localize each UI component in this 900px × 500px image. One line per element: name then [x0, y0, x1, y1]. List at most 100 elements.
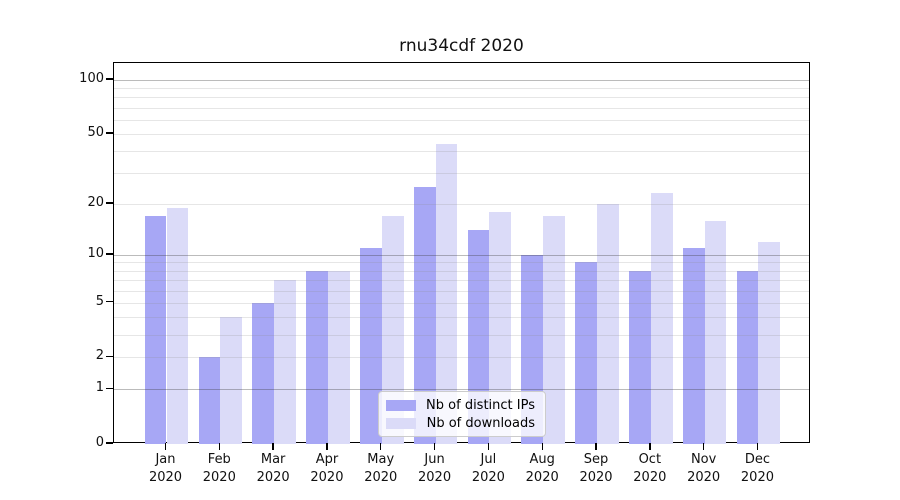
- x-tick-month: May: [367, 452, 395, 467]
- gridline-major: [114, 80, 809, 81]
- x-tick-mark: [595, 443, 597, 450]
- x-tick-year: 2020: [202, 470, 236, 485]
- x-tick-label: Nov 2020: [674, 451, 734, 487]
- bar-jul-distinct-ips: [467, 230, 490, 444]
- bar-apr-distinct-ips: [306, 270, 328, 444]
- bar-jan-downloads: [166, 207, 189, 444]
- x-tick-month: Dec: [744, 452, 771, 467]
- y-tick-mark: [106, 442, 113, 444]
- gridline-minor: [114, 151, 809, 153]
- x-tick-year: 2020: [740, 470, 774, 485]
- bar-mar-downloads: [274, 279, 296, 444]
- y-tick-label: 20: [87, 194, 104, 210]
- y-tick-label: 2: [95, 348, 104, 364]
- bar-jul-downloads: [489, 211, 512, 444]
- bar-dec-distinct-ips: [736, 270, 759, 444]
- x-tick-year: 2020: [471, 470, 505, 485]
- bar-oct-distinct-ips: [629, 270, 651, 444]
- gridline-minor: [114, 119, 809, 121]
- x-tick-year: 2020: [256, 470, 290, 485]
- x-tick-month: Mar: [260, 452, 286, 467]
- x-tick-year: 2020: [525, 470, 559, 485]
- bar-mar-distinct-ips: [252, 302, 275, 444]
- x-tick-year: 2020: [310, 470, 344, 485]
- bar-feb-downloads: [220, 317, 243, 444]
- x-tick-year: 2020: [364, 470, 398, 485]
- x-tick-mark: [541, 443, 543, 450]
- x-tick-month: Jan: [155, 452, 176, 467]
- bar-aug-downloads: [543, 216, 565, 444]
- gridline-minor: [114, 279, 809, 281]
- x-tick-year: 2020: [579, 470, 613, 485]
- x-tick-label: Jun 2020: [405, 451, 465, 487]
- bar-nov-distinct-ips: [682, 248, 705, 444]
- y-tick-label: 100: [79, 71, 104, 86]
- bar-sep-distinct-ips: [575, 262, 598, 444]
- y-tick-label: 1: [95, 380, 104, 396]
- x-tick-month: Oct: [638, 452, 662, 467]
- x-tick-month: Jun: [424, 452, 445, 467]
- y-tick-label: 5: [95, 293, 104, 309]
- y-tick-mark: [106, 387, 113, 390]
- bar-may-downloads: [381, 216, 404, 444]
- bar-apr-downloads: [327, 270, 350, 444]
- y-tick-mark: [106, 78, 113, 80]
- x-tick-label: Jul 2020: [458, 451, 518, 487]
- x-tick-month: Aug: [529, 452, 555, 467]
- gridline-minor: [114, 317, 809, 319]
- gridline-minor: [114, 334, 809, 336]
- legend-item: Nb of distinct IPs: [386, 396, 535, 414]
- x-tick-mark: [272, 443, 274, 450]
- x-tick-label: May 2020: [351, 451, 411, 487]
- bar-jun-distinct-ips: [413, 187, 436, 444]
- bar-jun-downloads: [435, 143, 458, 444]
- x-tick-label: Sep 2020: [566, 451, 626, 487]
- bar-may-distinct-ips: [359, 248, 382, 444]
- bar-feb-distinct-ips: [198, 357, 221, 444]
- legend: Nb of distinct IPs Nb of downloads: [378, 391, 546, 437]
- x-tick-mark: [756, 443, 759, 450]
- x-tick-label: Mar 2020: [243, 451, 303, 487]
- x-tick-mark: [702, 443, 705, 450]
- gridline-minor: [114, 97, 809, 99]
- y-tick-mark: [106, 300, 113, 303]
- gridline-minor: [114, 173, 809, 175]
- x-tick-label: Apr 2020: [297, 451, 357, 487]
- gridline-minor: [114, 290, 809, 292]
- gridline-major: [114, 389, 809, 391]
- x-tick-month: Apr: [315, 452, 339, 467]
- x-tick-mark: [433, 443, 436, 450]
- legend-item: Nb of downloads: [386, 414, 535, 432]
- bar-sep-downloads: [597, 203, 619, 444]
- legend-swatch: [386, 417, 416, 429]
- x-tick-label: Dec 2020: [727, 451, 787, 487]
- gridline-minor: [114, 302, 809, 304]
- y-tick-mark: [106, 355, 113, 358]
- x-tick-mark: [380, 443, 382, 450]
- y-tick-mark: [106, 202, 113, 204]
- y-tick-mark: [106, 132, 113, 134]
- plot-area: Nb of distinct IPs Nb of downloads: [113, 62, 810, 444]
- x-tick-month: Nov: [690, 452, 717, 467]
- gridline-minor: [114, 133, 809, 135]
- bar-jan-distinct-ips: [144, 216, 167, 444]
- gridline-minor: [114, 262, 809, 264]
- x-tick-mark: [326, 443, 328, 450]
- gridline-minor: [114, 88, 809, 90]
- x-tick-label: Jan 2020: [136, 451, 196, 487]
- x-tick-mark: [649, 443, 651, 450]
- y-tick-label: 10: [87, 245, 104, 261]
- chart-title: rnu34cdf 2020: [399, 36, 524, 56]
- gridline-minor: [114, 357, 809, 359]
- x-tick-month: Sep: [583, 452, 609, 467]
- gridline-minor: [114, 270, 809, 272]
- y-tick-label: 50: [87, 124, 104, 140]
- x-tick-month: Feb: [207, 452, 231, 467]
- x-tick-mark: [164, 443, 167, 450]
- x-tick-label: Aug 2020: [512, 451, 572, 487]
- bar-nov-downloads: [704, 220, 727, 444]
- gridline-major: [114, 254, 809, 256]
- y-tick-mark: [106, 253, 113, 255]
- x-tick-label: Feb 2020: [189, 451, 249, 487]
